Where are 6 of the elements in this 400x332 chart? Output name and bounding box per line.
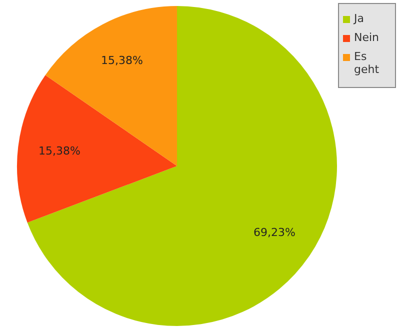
legend-label: Ja bbox=[354, 12, 364, 25]
legend-label: Nein bbox=[354, 31, 380, 44]
data-label: 15,38% bbox=[101, 54, 143, 68]
data-label: 15,38% bbox=[38, 144, 80, 158]
data-label: 69,23% bbox=[253, 226, 296, 240]
legend-label: Es geht bbox=[354, 50, 380, 76]
